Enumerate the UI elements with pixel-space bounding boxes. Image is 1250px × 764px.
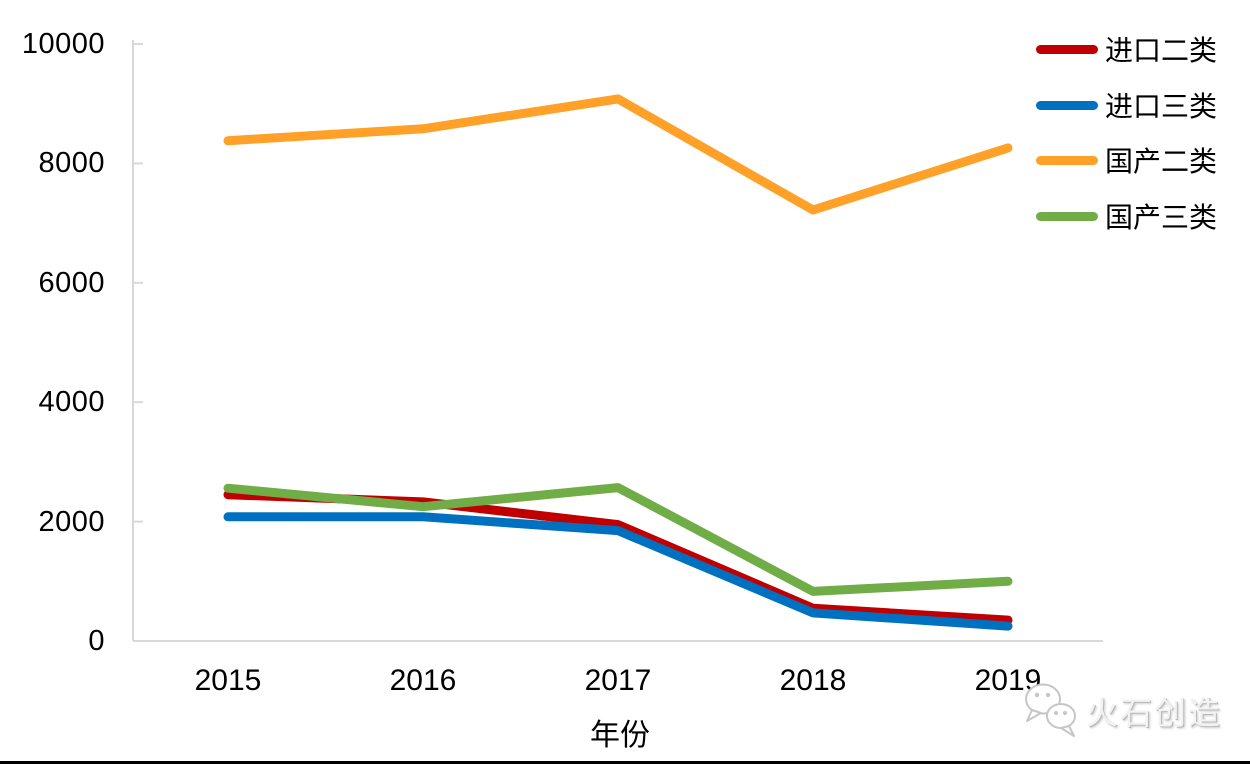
- legend-label: 进口三类: [1105, 91, 1218, 122]
- legend-label: 国产二类: [1105, 146, 1218, 177]
- x-tick-label: 2018: [779, 664, 847, 697]
- y-tick-label: 10000: [21, 28, 105, 60]
- watermark: 火石创造: [1020, 682, 1222, 740]
- legend-label: 进口二类: [1105, 35, 1218, 66]
- y-tick-label: 4000: [38, 386, 105, 418]
- x-axis-title: 年份: [590, 719, 650, 752]
- legend-item: 国产三类: [1036, 200, 1217, 233]
- x-tick-label: 2015: [194, 664, 262, 697]
- y-tick-label: 0: [88, 625, 105, 657]
- y-tick-label: 6000: [38, 267, 105, 299]
- bottom-border: [0, 761, 1250, 764]
- legend-line-swatch: [1036, 155, 1098, 165]
- legend-item: 进口三类: [1036, 89, 1217, 122]
- legend-line-swatch: [1036, 44, 1098, 54]
- y-tick-label: 2000: [38, 506, 105, 538]
- wechat-bubbles-icon: [1025, 683, 1076, 737]
- legend-line-swatch: [1036, 100, 1098, 110]
- legend-item: 国产二类: [1036, 144, 1217, 177]
- legend-item: 进口二类: [1036, 33, 1217, 66]
- x-tick-label: 2017: [584, 664, 652, 697]
- y-tick-label: 8000: [38, 147, 105, 179]
- legend-label: 国产三类: [1105, 202, 1218, 233]
- legend-line-swatch: [1036, 211, 1098, 221]
- watermark-text: 火石创造: [1086, 695, 1223, 731]
- x-tick-label: 2016: [389, 664, 457, 697]
